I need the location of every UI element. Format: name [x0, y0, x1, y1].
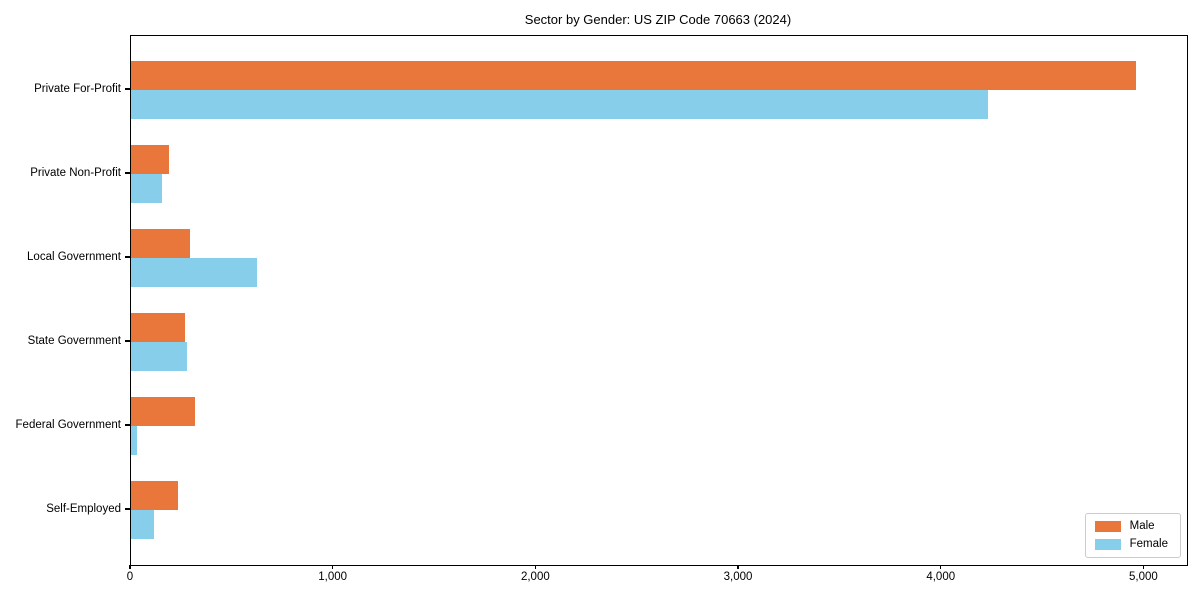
x-tick-4000	[940, 565, 942, 569]
x-tick-0	[129, 565, 131, 569]
bar-female-self-employed	[131, 510, 155, 539]
y-tick-self-employed	[125, 508, 130, 510]
y-tick-federal-government	[125, 424, 130, 426]
y-axis-label-state-government: State Government	[27, 335, 121, 347]
y-axis-label-federal-government: Federal Government	[15, 419, 121, 431]
bar-female-federal-government	[131, 426, 138, 455]
bar-male-private-for-profit	[131, 61, 1137, 90]
y-axis-label-self-employed: Self-Employed	[46, 503, 121, 515]
x-tick-1000	[332, 565, 334, 569]
legend: Male Female	[1084, 513, 1181, 558]
legend-swatch-female	[1094, 538, 1121, 550]
bar-female-private-for-profit	[131, 90, 989, 119]
y-tick-private-for-profit	[125, 88, 130, 90]
x-axis-label-3000: 3,000	[723, 571, 753, 583]
bar-female-private-non-profit	[131, 174, 163, 203]
bar-male-private-non-profit	[131, 145, 169, 174]
x-axis-label-2000: 2,000	[520, 571, 550, 583]
x-axis-label-5000: 5,000	[1129, 571, 1158, 583]
x-axis-label-1000: 1,000	[318, 571, 348, 583]
y-axis-label-private-for-profit: Private For-Profit	[34, 83, 121, 95]
bar-male-local-government	[131, 229, 190, 258]
x-tick-2000	[534, 565, 536, 569]
y-tick-private-non-profit	[125, 172, 130, 174]
x-tick-5000	[1142, 565, 1145, 569]
bar-male-self-employed	[131, 481, 178, 510]
bar-male-state-government	[131, 313, 185, 342]
y-tick-local-government	[125, 256, 130, 258]
legend-swatch-male	[1094, 521, 1121, 533]
legend-label-female: Female	[1129, 537, 1168, 550]
legend-item-male: Male	[1094, 520, 1168, 533]
y-axis-label-local-government: Local Government	[27, 251, 121, 263]
x-axis-label-4000: 4,000	[926, 571, 956, 583]
x-axis-label-0: 0	[126, 571, 134, 583]
bar-female-state-government	[131, 342, 187, 371]
chart-title: Sector by Gender: US ZIP Code 70663 (202…	[524, 12, 792, 27]
legend-item-female: Female	[1094, 537, 1168, 551]
bar-female-local-government	[131, 258, 257, 287]
plot-area: Male Female	[130, 35, 1188, 566]
x-tick-3000	[737, 565, 739, 569]
y-axis-label-private-non-profit: Private Non-Profit	[30, 167, 121, 179]
bar-male-federal-government	[131, 397, 195, 426]
y-tick-state-government	[125, 340, 130, 342]
legend-label-male: Male	[1129, 520, 1155, 532]
